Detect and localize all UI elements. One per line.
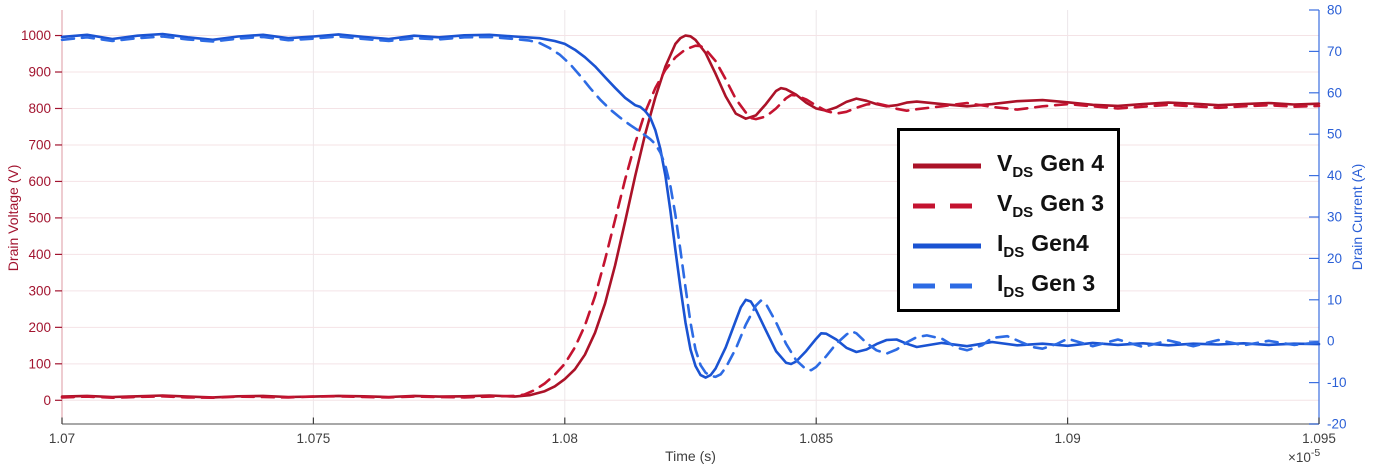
legend-label-text: Gen 3 [1040,190,1105,216]
y-right-tick-label: 70 [1327,44,1342,59]
legend-item-i-gen4: IDS Gen4 [912,226,1117,266]
legend-item-v-gen-4: VDS Gen 4 [912,146,1117,186]
y-left-tick-label: 700 [28,137,51,152]
legend-label-symbol: V [997,190,1013,216]
y-right-tick-label: 80 [1327,3,1342,18]
y-left-tick-label: 600 [28,174,51,189]
y-right-tick-label: 20 [1327,251,1342,266]
x-tick-label: 1.08 [552,431,578,446]
legend-label-symbol: I [997,230,1004,256]
y-left-tick-label: 400 [28,247,51,262]
series-i-ds-gen-3 [60,35,1321,379]
legend-label-subscript: DS [1003,244,1025,261]
legend-label: VDS Gen 3 [997,190,1105,221]
legend-label-text: Gen4 [1031,230,1089,256]
y-right-tick-label: 0 [1327,334,1335,349]
y-right-tick-label: 40 [1327,168,1342,183]
y-right-tick-label: -10 [1327,375,1347,390]
legend-label-subscript: DS [1012,164,1034,181]
y-right-tick-label: 50 [1327,127,1342,142]
y-axis-right: -20 -10 0 10 20 30 40 50 60 70 80 Drain Current (A) [1309,3,1365,432]
y-right-axis-title: Drain Current (A) [1349,164,1365,271]
series-i-ds-gen4 [60,32,1321,379]
legend-label-subscript: DS [1012,204,1034,221]
x-tick-label: 1.095 [1302,431,1336,446]
x-axis-multiplier: ×10-5 [1288,447,1320,465]
legend-label-symbol: V [997,150,1013,176]
legend-label: VDS Gen 4 [997,150,1105,181]
y-left-tick-label: 200 [28,320,51,335]
x-tick-label: 1.07 [49,431,75,446]
grid [62,10,1319,424]
y-left-tick-label: 100 [28,356,51,371]
x-axis-title: Time (s) [665,448,716,464]
legend-label-subscript: DS [1003,284,1025,301]
legend-line-sample [913,163,981,169]
x-tick-label: 1.075 [297,431,331,446]
y-left-tick-label: 300 [28,283,51,298]
legend-label: IDS Gen 3 [997,270,1096,301]
legend-line-sample [913,243,981,249]
y-left-axis-title: Drain Voltage (V) [5,165,21,272]
x-axis: 1.07 1.075 1.08 1.085 1.09 1.095 Time (s) ×10-5 [49,417,1336,465]
legend-item-i-gen-3: IDS Gen 3 [912,266,1117,306]
series-group [60,32,1321,399]
legend-line-sample [913,203,981,209]
y-left-tick-label: 900 [28,65,51,80]
y-axis-left: 0 100 200 300 400 500 600 700 800 900 1000 Drain Vo… [5,28,62,408]
legend-label-text: Gen 4 [1040,150,1105,176]
y-right-tick-label: 30 [1327,210,1342,225]
legend-label: IDS Gen4 [997,230,1089,261]
series-v-ds-gen-3 [60,44,1321,399]
legend-item-v-gen-3: VDS Gen 3 [912,186,1117,226]
legend-label-text: Gen 3 [1031,270,1096,296]
x-tick-label: 1.09 [1054,431,1080,446]
y-right-tick-label: 60 [1327,85,1342,100]
y-left-tick-label: 1000 [21,28,51,43]
y-right-tick-label: 10 [1327,292,1342,307]
y-right-tick-label: -20 [1327,417,1347,432]
x-tick-label: 1.085 [799,431,833,446]
legend-line-sample [913,283,981,289]
y-left-tick-label: 0 [43,393,51,408]
series-v-ds-gen-4 [60,34,1321,399]
legend: VDS Gen 4 VDS Gen 3 IDS Gen4 IDS Gen 3 [897,128,1120,312]
y-left-tick-label: 800 [28,101,51,116]
y-left-tick-label: 500 [28,210,51,225]
legend-label-symbol: I [997,270,1004,296]
